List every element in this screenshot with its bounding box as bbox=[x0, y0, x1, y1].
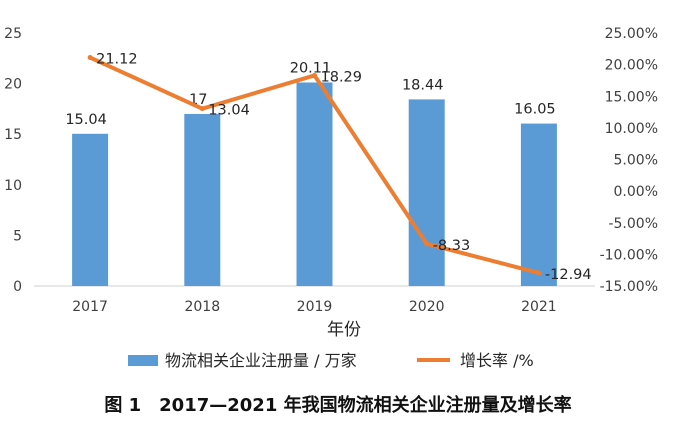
bar-value-label: 18.44 bbox=[402, 77, 444, 93]
bar bbox=[296, 82, 333, 286]
y-right-tick-label: 0.00% bbox=[614, 184, 658, 200]
y-right-tick-label: -10.00% bbox=[600, 247, 658, 263]
line-value-label: 18.29 bbox=[321, 69, 363, 85]
bar bbox=[184, 113, 221, 287]
y-left-tick-label: 20 bbox=[4, 77, 22, 93]
line-value-label: -12.94 bbox=[545, 267, 592, 283]
line-value-label: 13.04 bbox=[208, 103, 250, 119]
x-axis-title: 年份 bbox=[327, 320, 361, 340]
x-tick-label: 2021 bbox=[521, 299, 557, 315]
x-tick-label: 2019 bbox=[297, 299, 333, 315]
y-left-tick-label: 0 bbox=[13, 279, 22, 295]
legend: 物流相关企业注册量 / 万家 增长率 /% bbox=[128, 351, 534, 370]
y-left-tick-label: 15 bbox=[4, 127, 22, 143]
y-right-tick-label: 10.00% bbox=[605, 121, 658, 137]
y-left-tick-label: 5 bbox=[13, 228, 22, 244]
y-right-tick-label: 25.00% bbox=[605, 26, 658, 42]
x-axis-ticks: 2017 2018 2019 2020 2021 bbox=[72, 299, 556, 315]
line-value-label: -8.33 bbox=[433, 238, 471, 254]
bar bbox=[72, 133, 109, 286]
line-series bbox=[87, 55, 542, 276]
y-axis-right: -15.00% -10.00% -5.00% 0.00% 5.00% 10.00% 15.0… bbox=[600, 26, 658, 295]
legend-bar-label: 物流相关企业注册量 / 万家 bbox=[165, 351, 357, 370]
growth-rate-point bbox=[312, 72, 317, 78]
x-tick-label: 2017 bbox=[72, 299, 108, 315]
x-tick-label: 2020 bbox=[409, 299, 445, 315]
bar-value-label: 20.11 bbox=[290, 60, 332, 76]
bar-value-label: 15.04 bbox=[65, 112, 107, 128]
y-right-tick-label: -15.00% bbox=[600, 279, 658, 295]
growth-rate-point bbox=[424, 241, 430, 247]
x-tick-label: 2018 bbox=[184, 299, 220, 315]
legend-bar-swatch bbox=[128, 355, 158, 366]
y-left-tick-label: 25 bbox=[4, 26, 22, 42]
y-right-tick-label: -5.00% bbox=[608, 216, 658, 232]
bar-value-label: 16.05 bbox=[514, 102, 556, 118]
legend-line-label: 增长率 /% bbox=[460, 351, 534, 370]
y-left-tick-label: 10 bbox=[4, 178, 22, 194]
figure-caption: 图 1 2017—2021 年我国物流相关企业注册量及增长率 bbox=[104, 394, 571, 416]
line-value-label: 21.12 bbox=[96, 52, 138, 68]
y-right-tick-label: 5.00% bbox=[614, 153, 658, 169]
growth-rate-point bbox=[199, 106, 205, 112]
y-right-tick-label: 20.00% bbox=[605, 58, 658, 74]
y-right-tick-label: 15.00% bbox=[605, 89, 658, 105]
bar bbox=[520, 123, 557, 286]
bar-series bbox=[72, 82, 557, 287]
growth-rate-point bbox=[87, 55, 93, 61]
growth-rate-point bbox=[536, 270, 542, 276]
line-value-labels: 21.12 13.04 18.29 -8.33 -12.94 bbox=[96, 52, 592, 283]
bar bbox=[408, 99, 445, 286]
y-axis-left: 0 5 10 15 20 25 bbox=[4, 26, 22, 295]
